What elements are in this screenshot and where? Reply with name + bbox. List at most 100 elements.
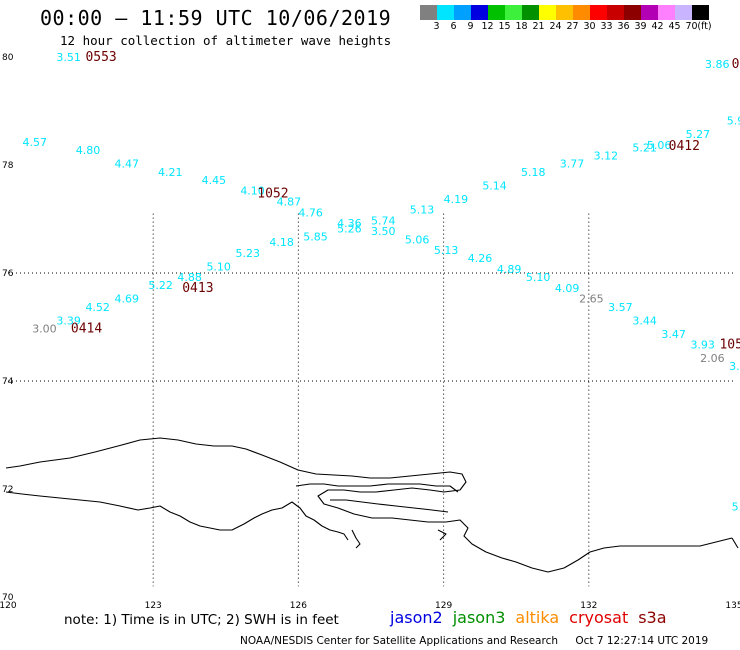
swh-value: 5.21	[632, 142, 657, 155]
swh-labels: 3.51 3.86 4.57 4.80 4.47 4.21 4.45 4.10 4.874.76…	[23, 51, 740, 514]
pass-time: 05	[732, 57, 740, 72]
swh-value: 4.47	[114, 158, 139, 171]
credit-line: NOAA/NESDIS Center for Satellite Applica…	[240, 635, 708, 647]
pass-time: 0412	[669, 139, 700, 154]
footnote: note: 1) Time is in UTC; 2) SWH is in fe…	[64, 612, 339, 628]
swh-value: 5.22	[148, 279, 173, 292]
legend-tick-label: 45	[668, 21, 681, 32]
legend-swatch	[505, 5, 522, 20]
pass-time: 0553	[85, 50, 116, 65]
lon-label: 120	[0, 601, 17, 611]
swh-value: 5.74	[371, 214, 396, 227]
mission-label: jason2	[390, 608, 443, 627]
swh-value: 4.10	[240, 185, 265, 198]
legend-swatch	[658, 5, 675, 20]
lat-label: 72	[2, 485, 13, 495]
swh-value: 5.10	[526, 271, 551, 284]
legend-tick-label: 6	[450, 21, 457, 32]
legend-tick-label: 30	[583, 21, 596, 32]
swh-value: 3.50	[371, 225, 396, 238]
legend-swatch	[573, 5, 590, 20]
legend-labels: 3 6 9 12 15 18 21 24 27 30 33 36 39 42 45 70 (ft)	[420, 20, 711, 34]
swh-value: 4.21	[158, 166, 183, 179]
legend-swatch	[522, 5, 539, 20]
swh-value: 3.00	[32, 322, 57, 335]
swh-value: 3.57	[608, 301, 633, 314]
graticule	[8, 213, 734, 587]
legend-tick-label: 27	[566, 21, 579, 32]
legend-tick-label: 15	[498, 21, 511, 32]
lon-label: 123	[145, 601, 162, 611]
lat-label: 74	[2, 377, 14, 387]
swh-value: 5.18	[521, 166, 546, 179]
credit-text: NOAA/NESDIS Center for Satellite Applica…	[240, 635, 558, 647]
legend-swatch	[471, 5, 488, 20]
swh-value: 4.45	[202, 174, 227, 187]
swh-value: 4.88	[177, 271, 202, 284]
legend-unit: (ft)	[697, 21, 712, 32]
lat-label: 78	[2, 161, 14, 171]
legend-swatches	[420, 5, 709, 20]
swh-value: 4.89	[497, 263, 521, 276]
color-legend: 3 6 9 12 15 18 21 24 27 30 33 36 39 42 45 70 (ft)	[420, 5, 712, 34]
swh-value: 3.51	[56, 51, 81, 64]
swh-value: 3.86	[705, 58, 730, 71]
legend-swatch	[437, 5, 454, 20]
swh-value: 5.06	[647, 139, 672, 152]
legend-swatch	[488, 5, 505, 20]
swh-value: 5.23	[235, 247, 259, 260]
swh-value: 5.9	[727, 115, 740, 128]
legend-swatch	[607, 5, 624, 20]
swh-value: 4.57	[23, 136, 48, 149]
legend-tick-label: 3	[433, 21, 440, 32]
swh-value: 5.13	[434, 244, 459, 257]
swh-value: 4.69	[114, 293, 139, 306]
swh-value: 5.06	[405, 233, 430, 246]
legend-tick-label: 36	[617, 21, 630, 32]
legend-tick-label: 12	[481, 21, 494, 32]
mission-label: altika	[515, 608, 560, 627]
legend-tick-label: 18	[515, 21, 528, 32]
swh-value: 3.39	[56, 314, 81, 327]
lat-label: 76	[2, 269, 14, 279]
mission-label: cryosat	[569, 608, 629, 627]
swh-value: 5.85	[303, 231, 328, 244]
swh-value: 4.87	[277, 196, 302, 209]
legend-swatch	[675, 5, 692, 20]
mission-legend: jason2 jason3 altika cryosat s3a	[390, 608, 677, 627]
lon-label: 132	[580, 601, 597, 611]
swh-value: 4.18	[269, 236, 294, 249]
legend-tick-label: 39	[634, 21, 647, 32]
swh-value: 4.36	[337, 217, 362, 230]
generated-timestamp: Oct 7 12:27:14 UTC 2019	[575, 635, 709, 647]
lat-label: 80	[2, 53, 14, 63]
swh-value: 3.47	[661, 328, 686, 341]
swh-value: 5.14	[482, 179, 507, 192]
legend-swatch	[454, 5, 471, 20]
swh-value: 4.09	[555, 282, 580, 295]
swh-value: 5.26	[337, 223, 362, 236]
swh-value: 3.93	[690, 339, 715, 352]
swh-value: 3.44	[632, 314, 657, 327]
swh-value: 3.12	[594, 150, 619, 163]
lon-label: 129	[435, 601, 452, 611]
pass-time: 1052	[257, 186, 288, 201]
legend-swatch	[624, 5, 641, 20]
legend-swatch	[692, 5, 709, 20]
swh-value: 5.	[732, 501, 740, 514]
pass-time: 0413	[182, 281, 213, 296]
legend-tick-label: 21	[532, 21, 545, 32]
lon-label: 135	[725, 601, 740, 611]
coastline	[5, 437, 739, 573]
mission-label: s3a	[638, 608, 667, 627]
legend-swatch	[556, 5, 573, 20]
swh-value: 4.52	[85, 301, 110, 314]
pass-time: 105	[719, 338, 740, 353]
swh-value: 3.77	[560, 158, 585, 171]
legend-swatch	[590, 5, 607, 20]
lat-label: 70	[2, 593, 14, 603]
legend-tick-label: 70	[685, 21, 698, 32]
legend-tick-label: 24	[549, 21, 562, 32]
page-title: 00:00 – 11:59 UTC 10/06/2019	[40, 6, 392, 30]
